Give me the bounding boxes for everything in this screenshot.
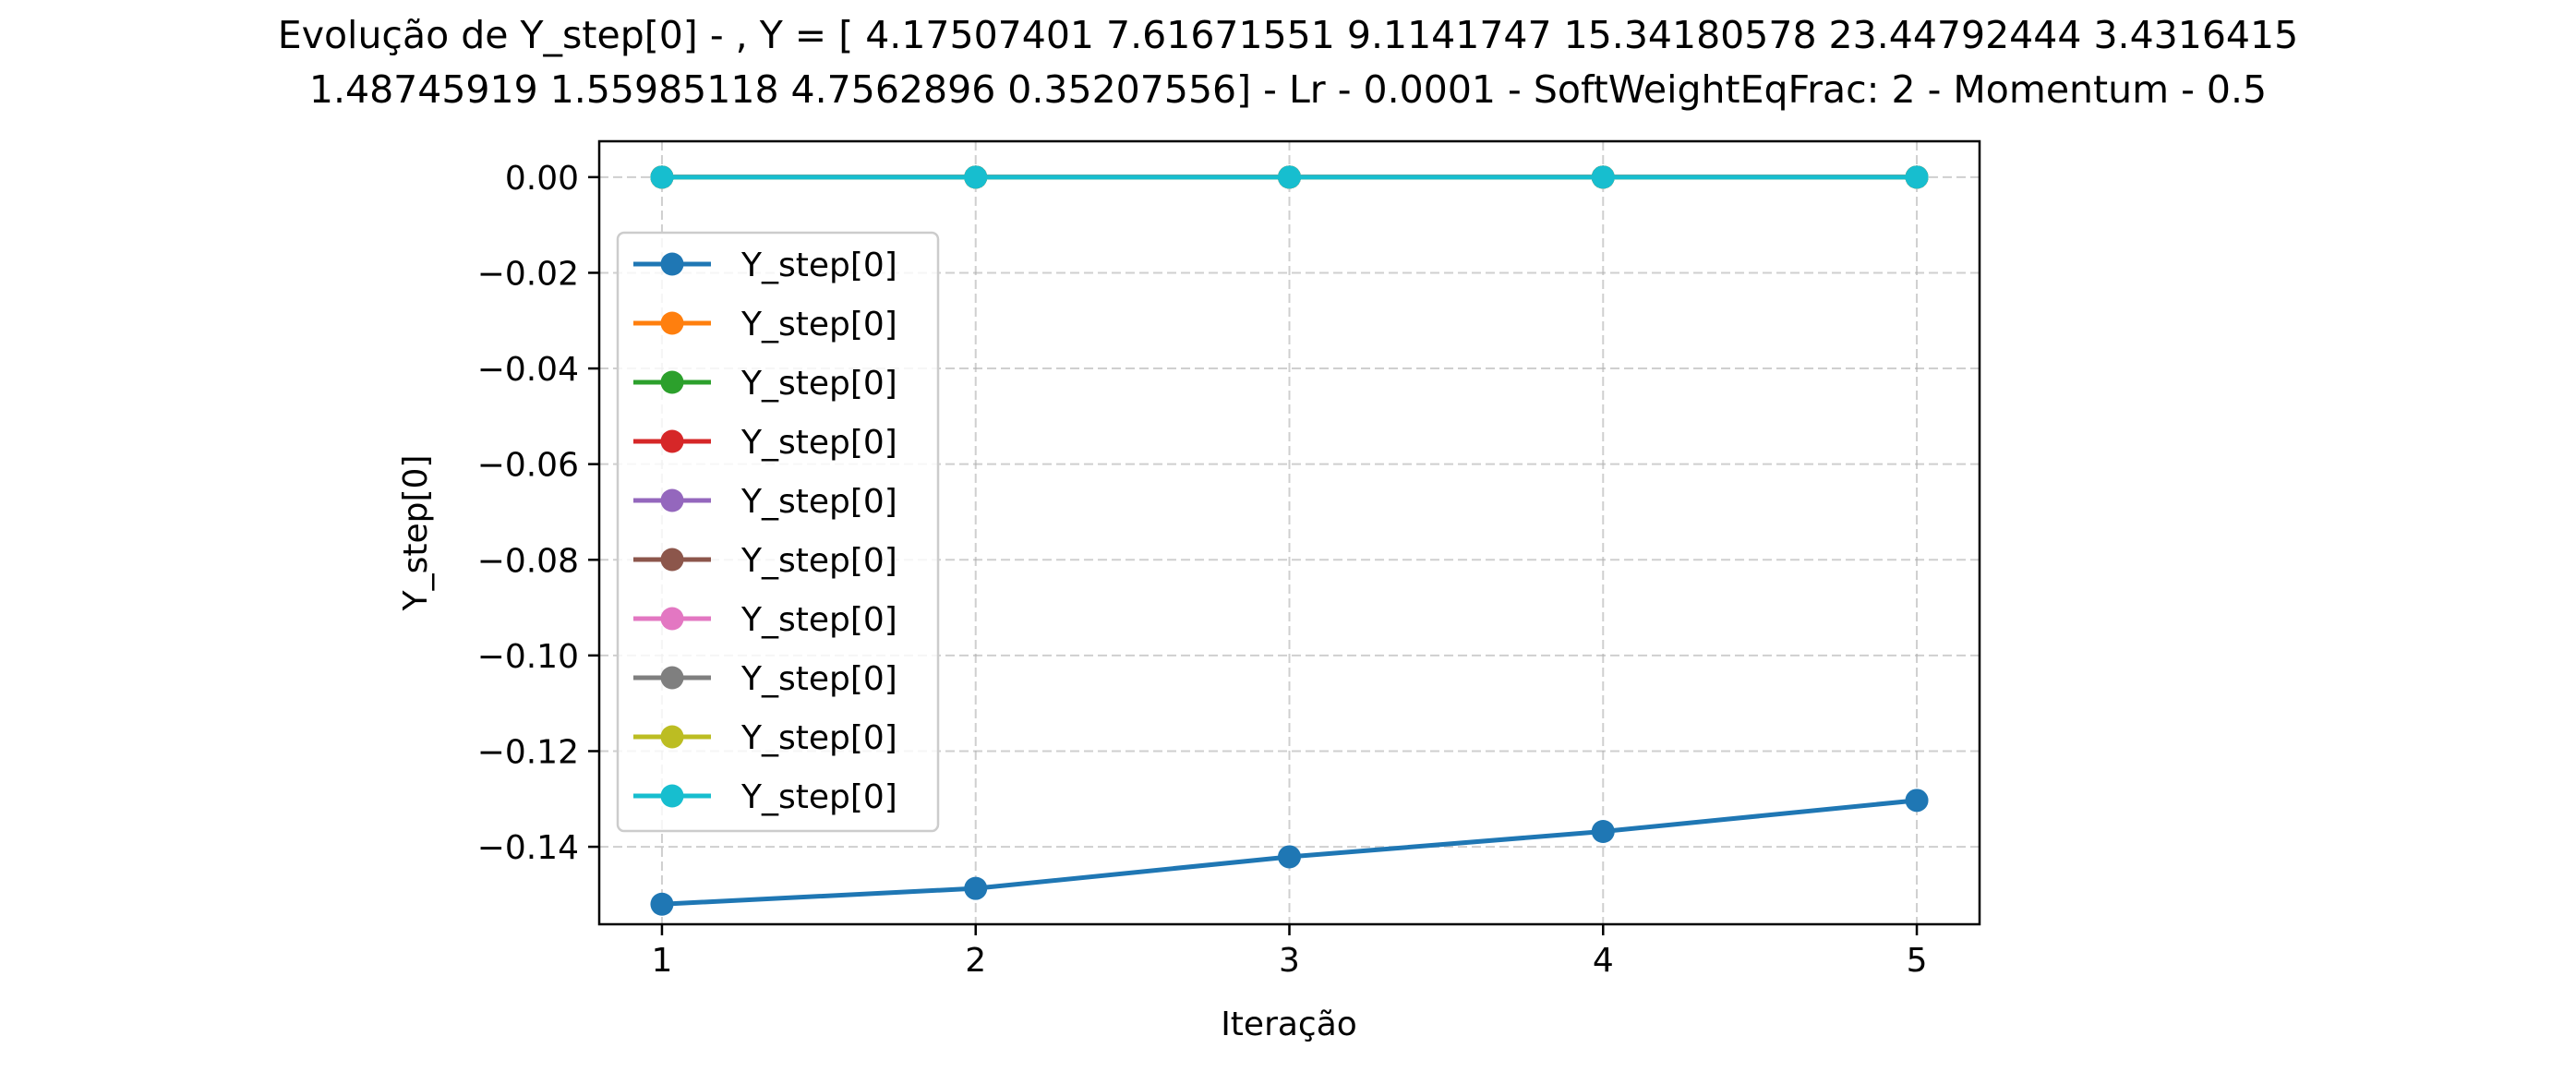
legend-label: Y_step[0] [740,247,897,284]
series-1 [650,789,1929,916]
data-point [1278,165,1301,189]
legend-marker [660,488,684,512]
data-point [1905,165,1929,189]
data-point [1591,165,1615,189]
legend-entry: Y_step[0] [633,306,897,343]
y-axis: 0.00 −0.02 −0.04 −0.06 −0.08 −0.10 −0.12 −0.14 [477,160,599,867]
chart-title-line-1: Evolução de Y_step[0] - , Y = [ 4.175074… [278,13,2298,57]
data-point [1591,820,1615,844]
y-tick-label: −0.14 [477,829,579,867]
y-tick-label: 0.00 [505,160,579,198]
data-point [650,165,674,189]
plot-area [650,165,1929,916]
legend-marker [660,725,684,749]
legend-label: Y_step[0] [740,660,897,698]
data-point [650,892,674,916]
x-axis: 1 2 3 4 5 [652,924,1928,980]
data-point [964,876,988,900]
series-10 [650,165,1929,189]
data-point [1905,789,1929,813]
legend-entry: Y_step[0] [633,424,897,462]
data-point [1278,845,1301,869]
x-tick-label: 3 [1279,942,1300,980]
legend-label: Y_step[0] [740,306,897,343]
legend-label: Y_step[0] [740,483,897,521]
legend-entry: Y_step[0] [633,601,897,639]
legend: Y_step[0] Y_step[0] Y_step[0] Y_step[0] Y_st… [616,231,940,833]
y-tick-label: −0.10 [477,638,579,676]
y-tick-label: −0.12 [477,733,579,771]
legend-marker [660,548,684,572]
legend-marker [660,784,684,808]
legend-entry: Y_step[0] [633,660,897,698]
legend-label: Y_step[0] [740,542,897,580]
chart-title-line-2: 1.48745919 1.55985118 4.7562896 0.352075… [309,67,2267,112]
legend-entry: Y_step[0] [633,778,897,816]
x-tick-label: 1 [652,942,673,980]
data-point [964,165,988,189]
y-tick-label: −0.06 [477,447,579,485]
legend-entry: Y_step[0] [633,719,897,757]
legend-label: Y_step[0] [740,778,897,816]
legend-marker [660,666,684,690]
legend-label: Y_step[0] [740,424,897,462]
y-tick-label: −0.02 [477,255,579,293]
legend-entry: Y_step[0] [633,247,897,284]
legend-label: Y_step[0] [740,719,897,757]
y-axis-label: Y_step[0] [397,455,435,612]
legend-entry: Y_step[0] [633,542,897,580]
x-axis-label: Iteração [1221,1006,1357,1043]
y-tick-label: −0.08 [477,542,579,580]
chart-title: Evolução de Y_step[0] - , Y = [ 4.175074… [278,13,2298,112]
y-tick-label: −0.04 [477,351,579,389]
legend-entry: Y_step[0] [633,483,897,521]
legend-marker [660,311,684,335]
legend-marker [660,429,684,453]
legend-label: Y_step[0] [740,601,897,639]
x-tick-label: 5 [1907,942,1928,980]
legend-marker [660,252,684,276]
legend-marker [660,370,684,394]
legend-marker [660,607,684,631]
x-tick-label: 4 [1593,942,1614,980]
legend-label: Y_step[0] [740,365,897,403]
legend-entry: Y_step[0] [633,365,897,403]
x-tick-label: 2 [965,942,986,980]
